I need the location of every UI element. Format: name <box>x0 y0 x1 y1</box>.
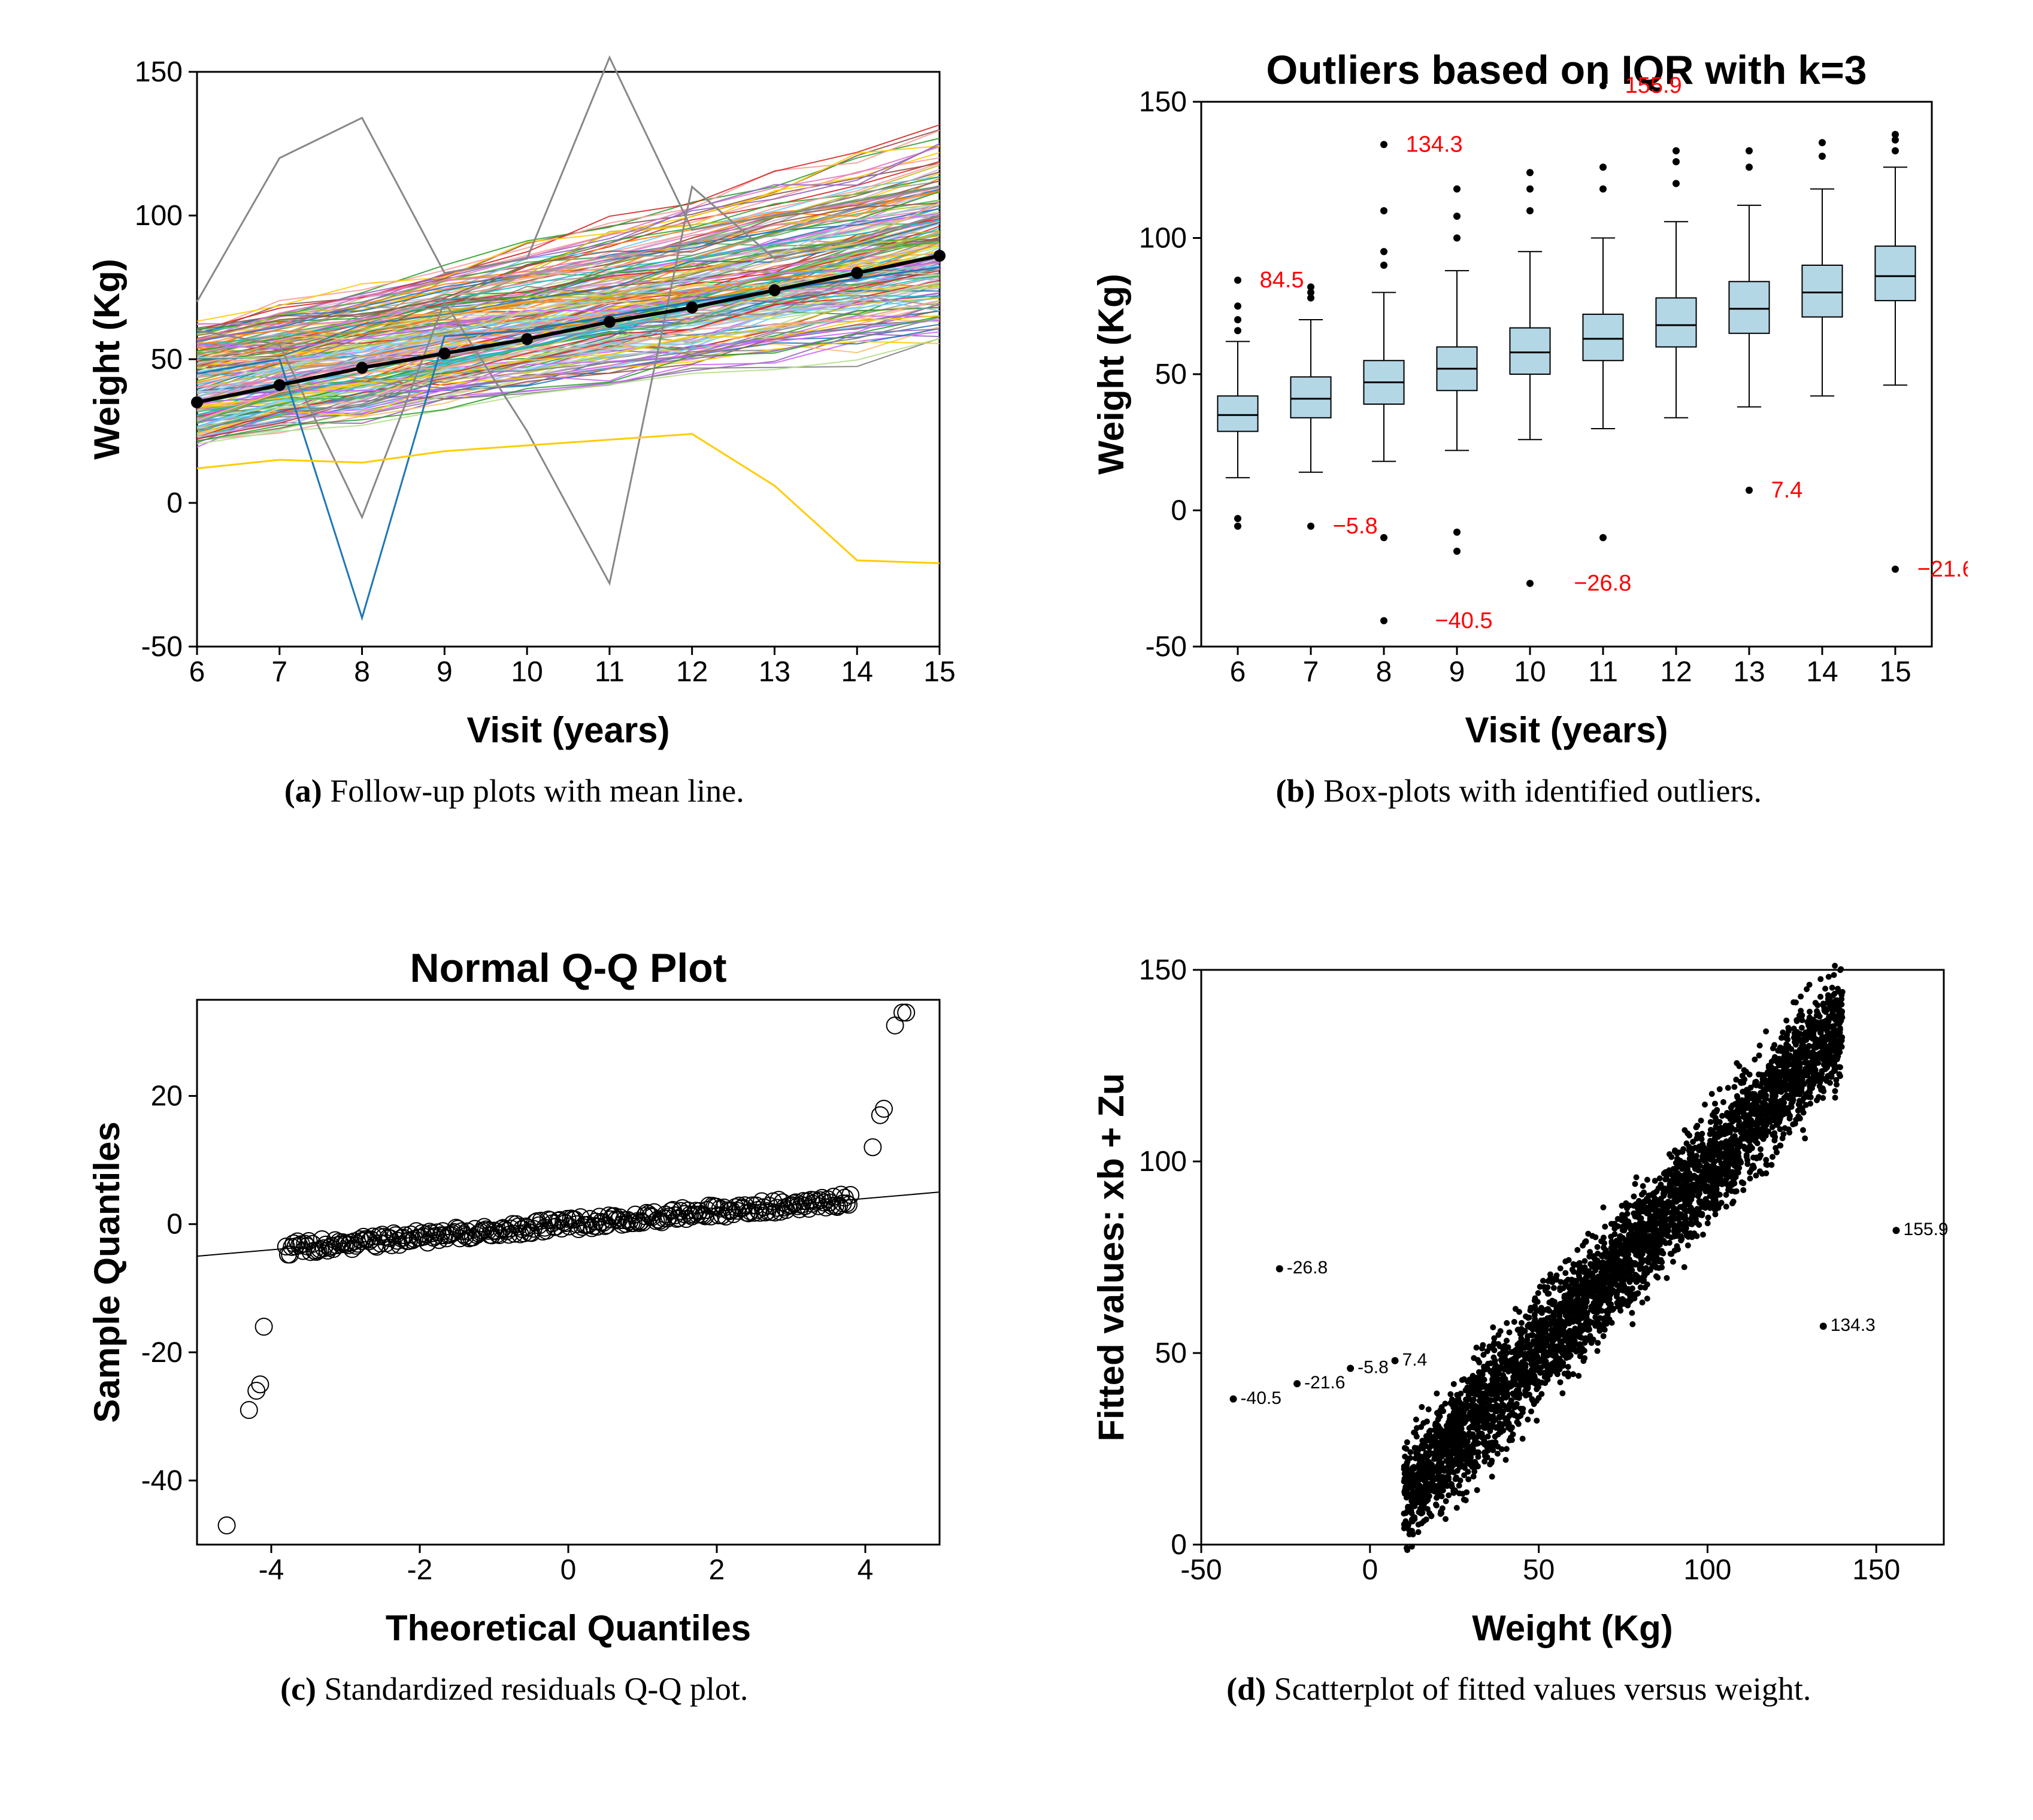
svg-text:0: 0 <box>166 487 183 519</box>
svg-text:15: 15 <box>923 656 955 688</box>
svg-text:7: 7 <box>271 656 287 688</box>
chart-a: 6 7 8 9 10 11 12 13 14 15 -50 0 50 100 150 Visit (years… <box>65 36 964 754</box>
svg-text:0: 0 <box>1171 495 1187 527</box>
caption-c: (c) Standardized residuals Q-Q plot. <box>280 1670 748 1707</box>
svg-text:-2: -2 <box>407 1554 432 1586</box>
svg-text:−5.8: −5.8 <box>1333 514 1378 539</box>
svg-text:20: 20 <box>150 1081 182 1112</box>
svg-text:Weight (Kg): Weight (Kg) <box>87 259 127 459</box>
svg-text:−21.6: −21.6 <box>1917 557 1968 582</box>
svg-text:15: 15 <box>1880 656 1911 688</box>
svg-text:6: 6 <box>189 656 205 688</box>
svg-text:14: 14 <box>841 656 872 688</box>
caption-b-text: Box-plots with identified outliers. <box>1323 773 1762 809</box>
svg-text:Normal Q-Q Plot: Normal Q-Q Plot <box>410 945 726 991</box>
svg-text:134.3: 134.3 <box>1831 1315 1876 1335</box>
caption-a: (a) Follow-up plots with mean line. <box>284 772 744 809</box>
svg-text:100: 100 <box>1139 223 1187 254</box>
svg-text:2: 2 <box>708 1554 725 1586</box>
svg-text:150: 150 <box>1139 86 1187 118</box>
svg-text:-21.6: -21.6 <box>1304 1373 1345 1393</box>
panel-c: -4-2024-40-20020Theoretical QuantilesSam… <box>48 934 981 1784</box>
svg-text:Theoretical Quantiles: Theoretical Quantiles <box>386 1608 751 1648</box>
caption-d: (d) Scatterplot of fitted values versus … <box>1226 1670 1811 1707</box>
svg-text:13: 13 <box>1734 656 1765 688</box>
svg-text:Visit (years): Visit (years) <box>466 710 669 750</box>
svg-text:4: 4 <box>857 1554 873 1586</box>
svg-text:9: 9 <box>437 656 453 688</box>
svg-text:Fitted values: xb + Zu: Fitted values: xb + Zu <box>1091 1073 1131 1441</box>
caption-a-text: Follow-up plots with mean line. <box>330 773 744 809</box>
svg-text:7.4: 7.4 <box>1771 478 1803 503</box>
svg-text:11: 11 <box>595 656 625 688</box>
svg-text:100: 100 <box>135 200 183 232</box>
caption-b-prefix: (b) <box>1276 773 1324 809</box>
svg-text:−26.8: −26.8 <box>1574 571 1631 596</box>
svg-text:0: 0 <box>1362 1554 1378 1586</box>
svg-text:10: 10 <box>511 656 543 688</box>
svg-text:13: 13 <box>758 656 790 688</box>
svg-text:134.3: 134.3 <box>1406 132 1463 157</box>
svg-text:-5.8: -5.8 <box>1358 1358 1389 1378</box>
svg-text:150: 150 <box>1139 954 1187 986</box>
svg-text:-20: -20 <box>141 1337 182 1369</box>
svg-text:Weight (Kg): Weight (Kg) <box>1091 274 1131 474</box>
caption-d-text: Scatterplot of fitted values versus weig… <box>1274 1671 1811 1707</box>
caption-c-prefix: (c) <box>280 1671 324 1707</box>
figure-grid: 6789101112131415-50050100150Visit (years… <box>48 36 1985 1784</box>
svg-text:11: 11 <box>1588 656 1618 688</box>
svg-text:12: 12 <box>676 656 708 688</box>
svg-text:9: 9 <box>1449 656 1465 688</box>
svg-text:-4: -4 <box>258 1554 284 1586</box>
svg-text:150: 150 <box>135 56 183 88</box>
svg-text:-40: -40 <box>141 1465 182 1497</box>
svg-text:Outliers based on IQR with k=3: Outliers based on IQR with k=3 <box>1267 47 1867 93</box>
svg-text:6: 6 <box>1230 656 1246 688</box>
caption-a-prefix: (a) <box>284 773 330 809</box>
svg-text:0: 0 <box>560 1554 576 1586</box>
svg-text:Weight (Kg): Weight (Kg) <box>1473 1608 1673 1648</box>
svg-text:-50: -50 <box>1146 631 1187 663</box>
svg-text:7: 7 <box>1303 656 1319 688</box>
svg-text:14: 14 <box>1807 656 1838 688</box>
svg-text:8: 8 <box>1376 656 1392 688</box>
chart-d: -50050100150050100150Weight (Kg)Fitted v… <box>1069 934 1968 1652</box>
svg-text:84.5: 84.5 <box>1260 268 1304 293</box>
panel-b: 6 7 8 9 10 11 12 13 14 15 -50 0 50 100 150 Visit (years… <box>1053 36 1986 886</box>
svg-text:100: 100 <box>1684 1554 1732 1586</box>
svg-text:10: 10 <box>1514 656 1546 688</box>
svg-text:7.4: 7.4 <box>1402 1350 1428 1370</box>
svg-text:100: 100 <box>1139 1146 1187 1178</box>
svg-text:−40.5: −40.5 <box>1435 608 1493 633</box>
panel-a: 6 7 8 9 10 11 12 13 14 15 -50 0 50 100 150 Visit (years… <box>48 36 981 886</box>
svg-text:155.9: 155.9 <box>1625 73 1682 98</box>
svg-text:50: 50 <box>1523 1554 1555 1586</box>
caption-c-text: Standardized residuals Q-Q plot. <box>325 1671 749 1707</box>
svg-text:-26.8: -26.8 <box>1287 1258 1328 1278</box>
svg-text:8: 8 <box>354 656 370 688</box>
chart-c: -4-2024-40-20020Theoretical QuantilesSam… <box>65 934 964 1652</box>
svg-text:155.9: 155.9 <box>1904 1220 1949 1239</box>
svg-text:-40.5: -40.5 <box>1241 1388 1281 1408</box>
svg-text:0: 0 <box>1171 1529 1187 1561</box>
svg-text:50: 50 <box>1155 359 1187 390</box>
caption-d-prefix: (d) <box>1226 1671 1274 1707</box>
svg-text:50: 50 <box>1155 1337 1187 1369</box>
svg-text:-50: -50 <box>141 631 182 663</box>
caption-b: (b) Box-plots with identified outliers. <box>1276 772 1762 809</box>
svg-text:Visit (years): Visit (years) <box>1465 710 1668 750</box>
panel-d: -50050100150050100150Weight (Kg)Fitted v… <box>1053 934 1986 1784</box>
svg-text:12: 12 <box>1661 656 1692 688</box>
svg-text:50: 50 <box>150 344 182 375</box>
svg-text:150: 150 <box>1852 1554 1900 1586</box>
chart-b: 6 7 8 9 10 11 12 13 14 15 -50 0 50 100 150 Visit (years… <box>1069 36 1968 754</box>
svg-text:0: 0 <box>166 1209 183 1240</box>
svg-text:Sample Quantiles: Sample Quantiles <box>87 1121 127 1423</box>
